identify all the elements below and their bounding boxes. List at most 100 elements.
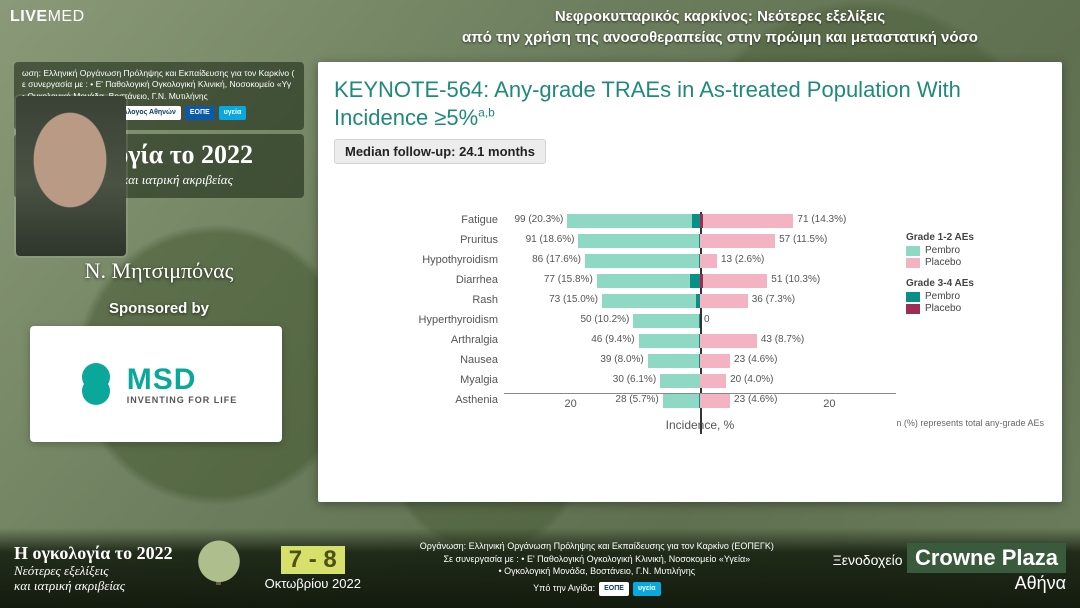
- value-label-left: 39 (8.0%): [600, 354, 643, 365]
- bar-placebo: [700, 394, 730, 408]
- dates-line: Οκτωβρίου 2022: [265, 576, 361, 591]
- bar-placebo-g34: [700, 214, 703, 228]
- mini-logo: υγεία: [219, 106, 247, 119]
- chart-row: Nausea39 (8.0%)23 (4.6%): [504, 352, 896, 370]
- brand-logo: LIVEMED: [10, 8, 85, 26]
- msd-icon: [75, 363, 117, 405]
- bar-pembro: [639, 334, 700, 348]
- bar-pembro: [633, 314, 700, 328]
- subtitle-label: Median follow-up:: [345, 144, 455, 159]
- sponsor-tagline: INVENTING FOR LIFE: [127, 395, 238, 405]
- session-title-line2: από την χρήση της ανοσοθεραπείας στην πρ…: [400, 27, 1040, 48]
- swatch-placebo12: [906, 258, 920, 268]
- bar-pembro: [597, 274, 700, 288]
- value-label-left: 73 (15.0%): [549, 294, 598, 305]
- mini-logo: ΕΟΠΕ: [185, 106, 215, 119]
- brand-logo-b: MED: [48, 8, 85, 25]
- category-label: Myalgia: [338, 374, 498, 386]
- hotel-city: Αθήνα: [833, 573, 1066, 594]
- brand-logo-a: LIVE: [10, 8, 48, 25]
- value-label-right: 23 (4.6%): [734, 354, 777, 365]
- value-label-right: 20 (4.0%): [730, 374, 773, 385]
- bar-placebo: [700, 374, 726, 388]
- legend: Grade 1-2 AEs Pembro Placebo Grade 3-4 A…: [906, 232, 1046, 324]
- value-label-right: 23 (4.6%): [734, 394, 777, 405]
- legend-g12-title: Grade 1-2 AEs: [906, 232, 1046, 243]
- slide-title-sup: a,b: [478, 105, 495, 119]
- legend-item: Placebo: [906, 257, 1046, 268]
- plot-area: 20020 Incidence, % Fatigue99 (20.3%)71 (…: [504, 212, 896, 434]
- bar-pembro: [660, 374, 700, 388]
- speaker-photo: [16, 96, 126, 256]
- mini-logo: υγεία: [633, 582, 661, 596]
- org-line: • Ογκολογική Μονάδα, Βοστάνειο, Γ.Ν. Μυτ…: [379, 565, 815, 578]
- value-label-right: 51 (10.3%): [771, 274, 820, 285]
- chart-row: Asthenia28 (5.7%)23 (4.6%): [504, 392, 896, 410]
- org-logo-row: Υπό την Αιγίδα: ΕΟΠΕ υγεία: [379, 582, 815, 596]
- banner-dates: 7 - 8 Οκτωβρίου 2022: [265, 546, 361, 591]
- value-label-right: 71 (14.3%): [797, 214, 846, 225]
- category-label: Hypothyroidism: [338, 254, 498, 266]
- info-line: ωση: Ελληνική Οργάνωση Πρόληψης και Εκπα…: [22, 68, 296, 79]
- subtitle-box: Median follow-up: 24.1 months: [334, 139, 546, 164]
- bar-placebo: [700, 354, 730, 368]
- x-axis-title: Incidence, %: [504, 418, 896, 432]
- value-label-left: 77 (15.8%): [544, 274, 593, 285]
- bar-pembro: [648, 354, 700, 368]
- bar-placebo: [700, 254, 717, 268]
- bar-placebo: [700, 294, 748, 308]
- bar-pembro: [602, 294, 700, 308]
- subtitle-value: 24.1 months: [459, 144, 535, 159]
- tree-icon: [191, 540, 247, 596]
- org-line: Οργάνωση: Ελληνική Οργάνωση Πρόληψης και…: [379, 540, 815, 553]
- bar-placebo: [700, 274, 767, 288]
- category-label: Hyperthyroidism: [338, 314, 498, 326]
- value-label-right: 13 (2.6%): [721, 254, 764, 265]
- value-label-left: 91 (18.6%): [526, 234, 575, 245]
- hotel-name: Crowne Plaza: [907, 543, 1066, 573]
- dates-big: 7 - 8: [281, 546, 345, 574]
- sponsor-text: MSD INVENTING FOR LIFE: [127, 363, 238, 405]
- bar-pembro: [578, 234, 700, 248]
- chart-footnote: n (%) represents total any-grade AEs: [896, 418, 1044, 428]
- value-label-right: 57 (11.5%): [779, 234, 827, 245]
- banner-sub-b: και ιατρική ακριβείας: [14, 579, 173, 594]
- chart-row: Rash73 (15.0%)36 (7.3%): [504, 292, 896, 310]
- value-label-left: 30 (6.1%): [613, 374, 656, 385]
- banner-sub-a: Νεότερες εξελίξεις: [14, 564, 173, 579]
- value-label-left: 86 (17.6%): [532, 254, 581, 265]
- value-label-right: 0: [704, 314, 710, 325]
- banner-hotel: Ξενοδοχείο Crowne Plaza Αθήνα: [833, 543, 1066, 594]
- legend-label: Placebo: [925, 257, 961, 268]
- bar-pembro: [663, 394, 700, 408]
- bar-pembro: [585, 254, 700, 268]
- banner-left: Η ογκολογία το 2022 Νεότερες εξελίξεις κ…: [14, 543, 173, 594]
- category-label: Rash: [338, 294, 498, 306]
- sponsored-by-label: Sponsored by: [14, 300, 304, 317]
- mini-logo: ΕΟΠΕ: [599, 582, 629, 596]
- chart-row: Hyperthyroidism50 (10.2%)0: [504, 312, 896, 330]
- legend-group-12: Grade 1-2 AEs Pembro Placebo: [906, 232, 1046, 268]
- value-label-right: 43 (8.7%): [761, 334, 804, 345]
- category-label: Asthenia: [338, 394, 498, 406]
- slide-title-text: KEYNOTE-564: Any-grade TRAEs in As-treat…: [334, 77, 961, 130]
- bar-placebo: [700, 334, 757, 348]
- bar-placebo: [700, 214, 793, 228]
- legend-item: Placebo: [906, 303, 1046, 314]
- category-label: Pruritus: [338, 234, 498, 246]
- bar-pembro-g34: [692, 214, 700, 228]
- session-title: Νεφροκυτταρικός καρκίνος: Νεότερες εξελί…: [400, 6, 1040, 48]
- legend-label: Pembro: [925, 291, 960, 302]
- value-label-left: 28 (5.7%): [615, 394, 658, 405]
- swatch-pembro34: [906, 292, 920, 302]
- bar-placebo-g34: [700, 274, 703, 288]
- legend-group-34: Grade 3-4 AEs Pembro Placebo: [906, 278, 1046, 314]
- legend-label: Placebo: [925, 303, 961, 314]
- sponsor-brand: MSD: [127, 363, 238, 397]
- banner-org: Οργάνωση: Ελληνική Οργάνωση Πρόληψης και…: [379, 540, 815, 596]
- value-label-left: 50 (10.2%): [580, 314, 629, 325]
- legend-item: Pembro: [906, 291, 1046, 302]
- category-label: Diarrhea: [338, 274, 498, 286]
- value-label-left: 99 (20.3%): [514, 214, 563, 225]
- sponsor-box: MSD INVENTING FOR LIFE: [30, 326, 282, 442]
